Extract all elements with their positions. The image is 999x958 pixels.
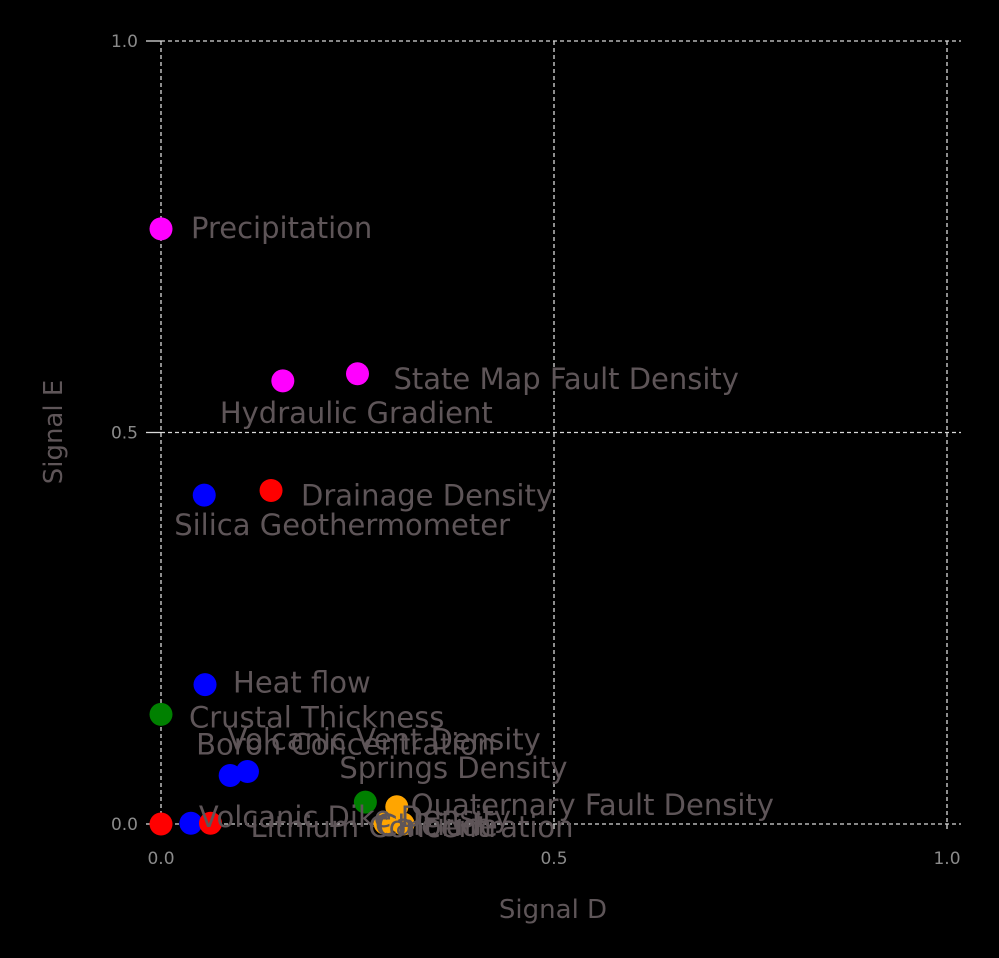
point-label-calcium: Calcium <box>375 808 492 842</box>
point-springs-density <box>353 790 377 814</box>
point-label-boron-concentration: Boron Concentration <box>196 727 495 761</box>
y-tick-label: 1.0 <box>111 32 138 52</box>
x-axis-label: Signal D <box>499 895 607 925</box>
point-label-crustal-thickness: Crustal Thickness <box>189 700 444 734</box>
point-state-map-fault-density <box>346 362 369 386</box>
point-label-silica-geothermometer: Silica Geothermometer <box>174 508 510 542</box>
point-label-volcanic-vent-density: Volcanic Vent Density <box>227 723 540 757</box>
y-tick-label: 0.0 <box>111 815 138 835</box>
point-label-drainage-density: Drainage Density <box>301 478 553 512</box>
point-label-precipitation: Precipitation <box>191 211 372 245</box>
point-label-chloride: Chloride <box>377 809 498 843</box>
point-chloride <box>391 812 415 836</box>
x-tick-label: 0.5 <box>540 849 567 869</box>
point-label-lithium-concentration: Lithium Concentration <box>251 810 574 844</box>
point-calcium <box>373 811 397 835</box>
point-label-state-map-fault-density: State Map Fault Density <box>394 362 739 396</box>
point-lithium-concentration <box>199 811 223 835</box>
point-heat-flow <box>193 673 217 697</box>
data-points <box>149 217 415 836</box>
point-label-volcanic-dike-density: Volcanic Dike Density <box>199 800 511 834</box>
point-silica-geothermometer <box>192 483 216 507</box>
point-unlabeled <box>149 812 173 836</box>
y-axis-label: Signal E <box>39 380 69 485</box>
y-tick-label: 0.5 <box>111 424 138 444</box>
point-boron-concentration <box>218 763 242 787</box>
grid-lines <box>160 40 961 825</box>
point-precipitation <box>149 217 173 241</box>
point-labels: Precipitation State Map Fault DensityHydr… <box>174 211 774 844</box>
point-volcanic-dike-density <box>179 811 203 835</box>
x-tick-label: 1.0 <box>933 849 960 869</box>
point-crustal-thickness <box>149 702 173 726</box>
point-label-springs-density: Springs Density <box>339 751 567 785</box>
point-label-heat-flow: Heat flow <box>233 666 371 700</box>
point-label-hydraulic-gradient: Hydraulic Gradient <box>220 396 493 430</box>
point-drainage-density <box>259 478 283 502</box>
point-volcanic-vent-density <box>235 760 259 784</box>
point-hydraulic-gradient <box>271 369 295 393</box>
point-label-quaternary-fault-density: Quaternary Fault Density <box>411 788 774 822</box>
x-tick-label: 0.0 <box>147 849 174 869</box>
